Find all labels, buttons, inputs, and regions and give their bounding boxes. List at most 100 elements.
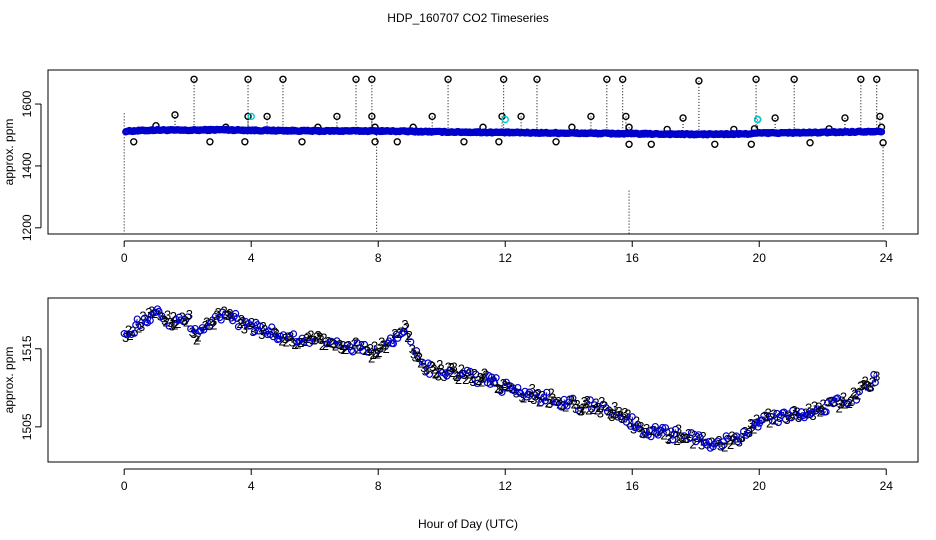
spike-point	[352, 75, 360, 83]
data-glyph: 3	[438, 361, 445, 376]
data-glyph: 2	[342, 342, 349, 357]
data-glyph: 3	[578, 403, 585, 418]
panel-top: 0 4 8 12 16 20 24 1200 1400 1600 approx. ppm	[2, 69, 919, 265]
data-glyph: 3	[805, 400, 812, 415]
spike-point	[428, 112, 436, 121]
data-glyph: 2	[183, 314, 190, 329]
data-point	[774, 418, 782, 427]
data-point	[787, 414, 795, 422]
x-tick-label: 8	[375, 479, 382, 493]
data-point	[870, 370, 878, 379]
data-glyph: 3	[863, 377, 870, 392]
series-connector	[534, 393, 538, 397]
data-glyph: 2	[178, 310, 185, 325]
data-point	[758, 416, 766, 424]
spike-point	[806, 139, 814, 147]
series-connector	[614, 406, 617, 415]
data-glyph: 2	[320, 331, 327, 346]
data-glyph: 3	[581, 394, 588, 409]
data-point	[200, 326, 208, 334]
data-point	[311, 337, 319, 345]
data-glyph: 3	[429, 359, 436, 374]
plot-frame	[47, 297, 919, 463]
data-glyph: 2	[303, 331, 310, 346]
data-glyph: 3	[181, 313, 188, 328]
data-glyph: 2	[432, 366, 439, 381]
series-connector	[873, 374, 876, 383]
x-tick-label: 16	[626, 251, 640, 265]
data-glyph: 3	[186, 307, 193, 322]
data-glyph: 3	[287, 329, 294, 344]
spike-point	[444, 75, 452, 83]
data-glyph: 3	[164, 308, 171, 323]
series-connector	[631, 416, 635, 430]
data-glyph: 3	[763, 410, 770, 425]
data-glyph: 2	[660, 427, 667, 442]
data-point	[365, 348, 373, 356]
data-point	[427, 360, 435, 369]
series-connector	[595, 402, 598, 411]
series-connector	[501, 383, 504, 393]
data-point	[696, 433, 704, 442]
series-connector	[314, 336, 318, 341]
series-connector	[272, 332, 276, 337]
data-glyph: 3	[281, 331, 288, 346]
data-glyph: 2	[433, 366, 440, 381]
data-glyph: 3	[717, 438, 724, 453]
data-point	[590, 401, 599, 409]
data-glyph: 2	[171, 318, 178, 333]
data-glyph: 3	[753, 411, 760, 426]
data-glyph: 2	[620, 411, 627, 426]
data-point	[586, 396, 594, 404]
data-point	[719, 438, 727, 446]
data-glyph: 2	[689, 436, 696, 451]
data-point	[441, 370, 450, 378]
data-glyph: 3	[249, 324, 256, 339]
spike-point	[206, 138, 214, 146]
data-glyph: 2	[329, 336, 336, 351]
data-glyph: 3	[209, 313, 216, 328]
series-connector	[196, 336, 199, 341]
spike-point	[711, 140, 719, 148]
spike-point	[368, 75, 376, 83]
spike-point	[876, 112, 884, 121]
series-connector	[811, 412, 814, 416]
data-point	[279, 331, 287, 339]
cyan-point	[247, 112, 255, 121]
data-point	[407, 338, 415, 346]
data-glyph: 2	[820, 397, 827, 412]
data-point	[852, 396, 861, 404]
spike-point	[603, 75, 611, 83]
cyan-point	[753, 115, 762, 124]
data-point	[165, 322, 173, 330]
data-glyph: 3	[145, 305, 152, 320]
data-glyph: 3	[795, 410, 802, 425]
data-glyph: 2	[840, 389, 847, 404]
spike-point	[752, 75, 760, 83]
spike-point	[244, 75, 252, 83]
x-tick-label: 0	[121, 251, 128, 265]
series-connector	[556, 401, 559, 403]
data-point	[394, 334, 402, 342]
data-point	[647, 433, 655, 441]
data-glyph: 2	[220, 303, 227, 318]
data-point	[466, 367, 474, 375]
data-point	[822, 408, 830, 416]
cyan-markers	[247, 112, 762, 124]
data-point	[541, 397, 549, 405]
series-connector	[342, 345, 345, 350]
data-point	[575, 406, 583, 415]
data-point	[744, 429, 752, 437]
data-point	[828, 396, 836, 404]
data-point	[473, 379, 481, 388]
data-point	[472, 370, 480, 378]
data-glyph: 3	[859, 378, 866, 393]
data-glyph: 2	[850, 385, 857, 400]
x-tick-label: 12	[499, 251, 513, 265]
data-glyph: 3	[238, 312, 245, 327]
data-glyph: 2	[727, 437, 734, 452]
data-glyph: 2	[490, 374, 497, 389]
data-point	[232, 309, 240, 318]
data-glyph: 3	[715, 433, 722, 448]
